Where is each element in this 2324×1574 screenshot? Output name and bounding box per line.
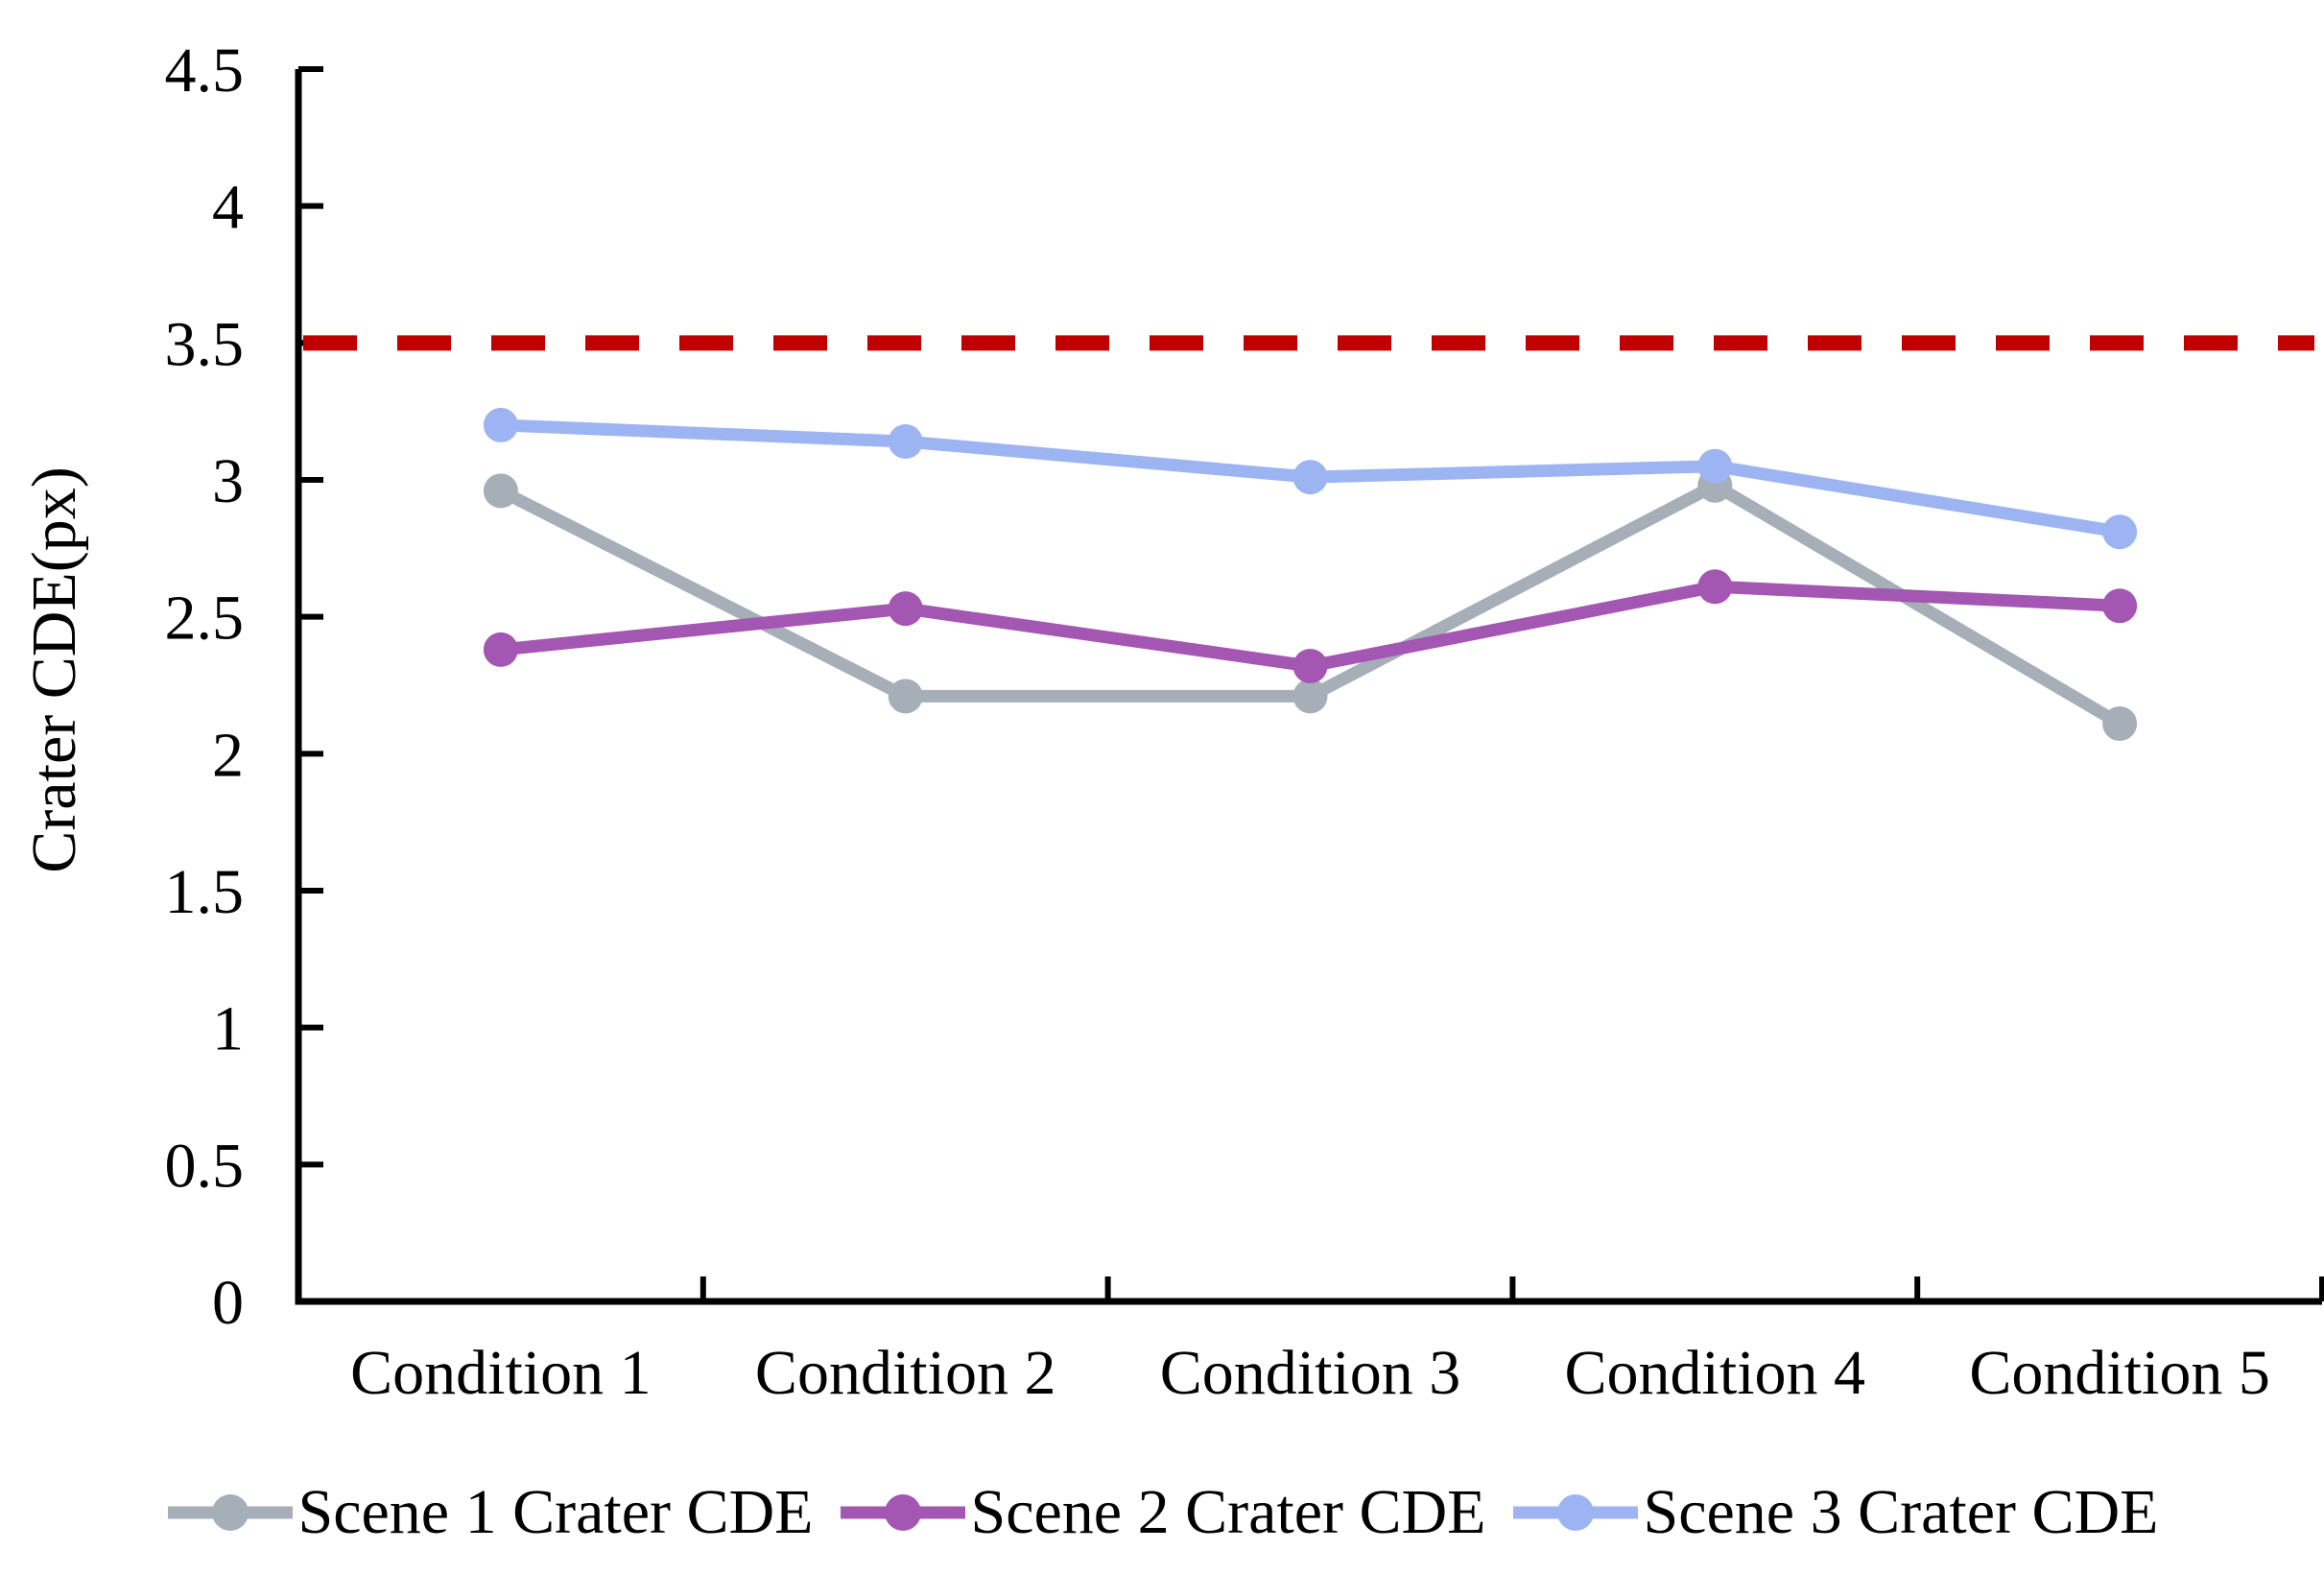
y-axis-tick-label: 0 [212,1268,244,1338]
data-point-series-3 [888,424,923,460]
y-axis-tick-label: 1 [212,994,244,1064]
y-axis-title: Crater CDE(px) [19,466,89,872]
y-axis-tick-label: 3 [212,446,244,516]
y-axis-tick-label: 2 [212,720,244,790]
data-point-series-1 [1292,679,1328,714]
data-point-series-1 [483,473,518,509]
x-axis-label: Condition 3 [1160,1338,1461,1408]
x-axis-label: Condition 4 [1565,1338,1866,1408]
y-axis-tick-label: 0.5 [165,1131,245,1201]
y-axis-tick-label: 4 [212,173,244,243]
legend-line-marker-icon [840,1494,965,1531]
legend-label: Scene 2 Crater CDE [970,1477,1486,1547]
x-axis-label: Condition 5 [1969,1338,2270,1408]
data-point-series-2 [888,591,923,627]
x-axis-label: Condition 1 [350,1338,652,1408]
legend-item: Scene 1 Crater CDE [166,1476,814,1549]
data-point-series-3 [1292,460,1328,495]
legend-label: Scene 1 Crater CDE [297,1477,814,1547]
y-axis-tick-label: 2.5 [165,584,245,654]
data-point-series-2 [1292,649,1328,684]
legend-line-marker-icon [167,1494,293,1531]
data-point-series-2 [2102,588,2138,624]
data-point-series-3 [1697,448,1733,484]
legend: Scene 1 Crater CDE Scene 2 Crater CDE Scen… [0,1471,2324,1554]
legend-label: Scene 3 Crater CDE [1643,1477,2159,1547]
x-axis-label: Condition 2 [755,1338,1056,1408]
data-point-series-2 [1697,569,1733,605]
data-point-series-3 [483,407,518,442]
data-point-series-1 [2102,705,2138,741]
data-point-series-1 [888,679,923,714]
data-point-series-2 [483,632,518,667]
legend-item: Scene 3 Crater CDE [1511,1476,2159,1549]
legend-item: Scene 2 Crater CDE [839,1476,1486,1549]
axis-lines [295,69,2322,1305]
y-axis-tick-label: 4.5 [165,36,245,106]
y-axis-tick-label: 3.5 [165,309,245,379]
data-point-series-3 [2102,514,2138,550]
legend-line-marker-icon [1512,1494,1638,1531]
y-axis-tick-label: 1.5 [165,857,245,927]
